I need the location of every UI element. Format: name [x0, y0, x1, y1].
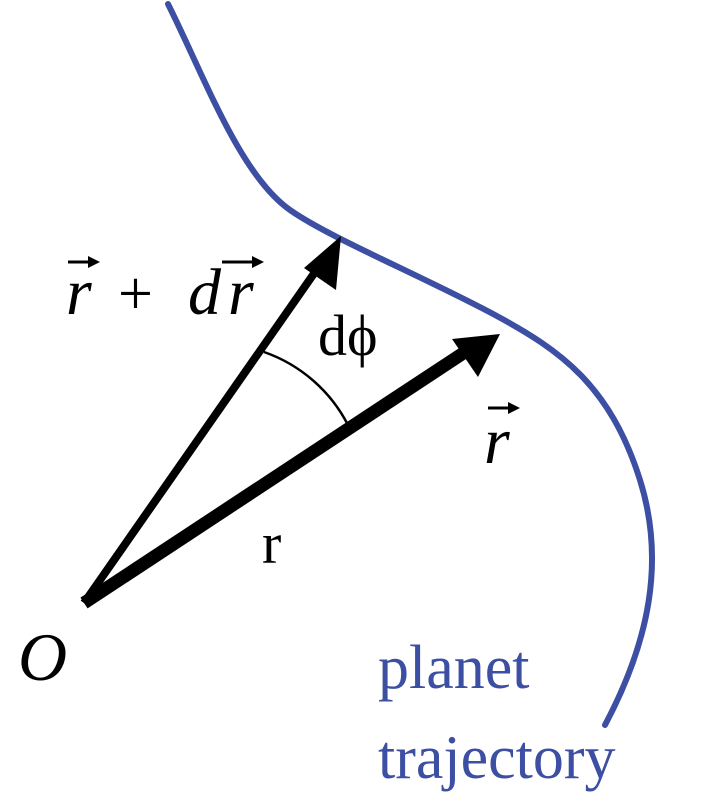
vector-r-plus-dr-shaft [80, 259, 326, 606]
label-magnitude-r: r [262, 511, 281, 576]
label-r-plus-dr-r2: r [228, 256, 254, 329]
planet-trajectory-curve [165, 1, 655, 728]
label-vector-r: r [484, 402, 520, 478]
vector-r-plus-dr-arrowhead [304, 236, 341, 290]
vector-arrow-over-r1-head [88, 256, 100, 268]
angle-arc [263, 350, 350, 426]
vector-r-shaft [80, 344, 472, 609]
label-r-plus-dr-plus: + [118, 260, 153, 328]
label-r-plus-dr-r: r [66, 256, 92, 329]
label-trajectory-line1: planet [378, 634, 530, 702]
label-dphi: dϕ [318, 303, 378, 368]
label-r-plus-dr: r + d r [66, 256, 264, 329]
label-vector-r-text: r [484, 405, 510, 478]
label-origin: O [18, 619, 67, 695]
vector-arrow-over-r-head [508, 402, 520, 414]
vector-r-arrowhead [452, 334, 500, 377]
label-r-plus-dr-d: d [188, 256, 222, 329]
vector-arrow-over-dr-head [252, 256, 264, 268]
label-trajectory-line2: trajectory [378, 724, 616, 792]
